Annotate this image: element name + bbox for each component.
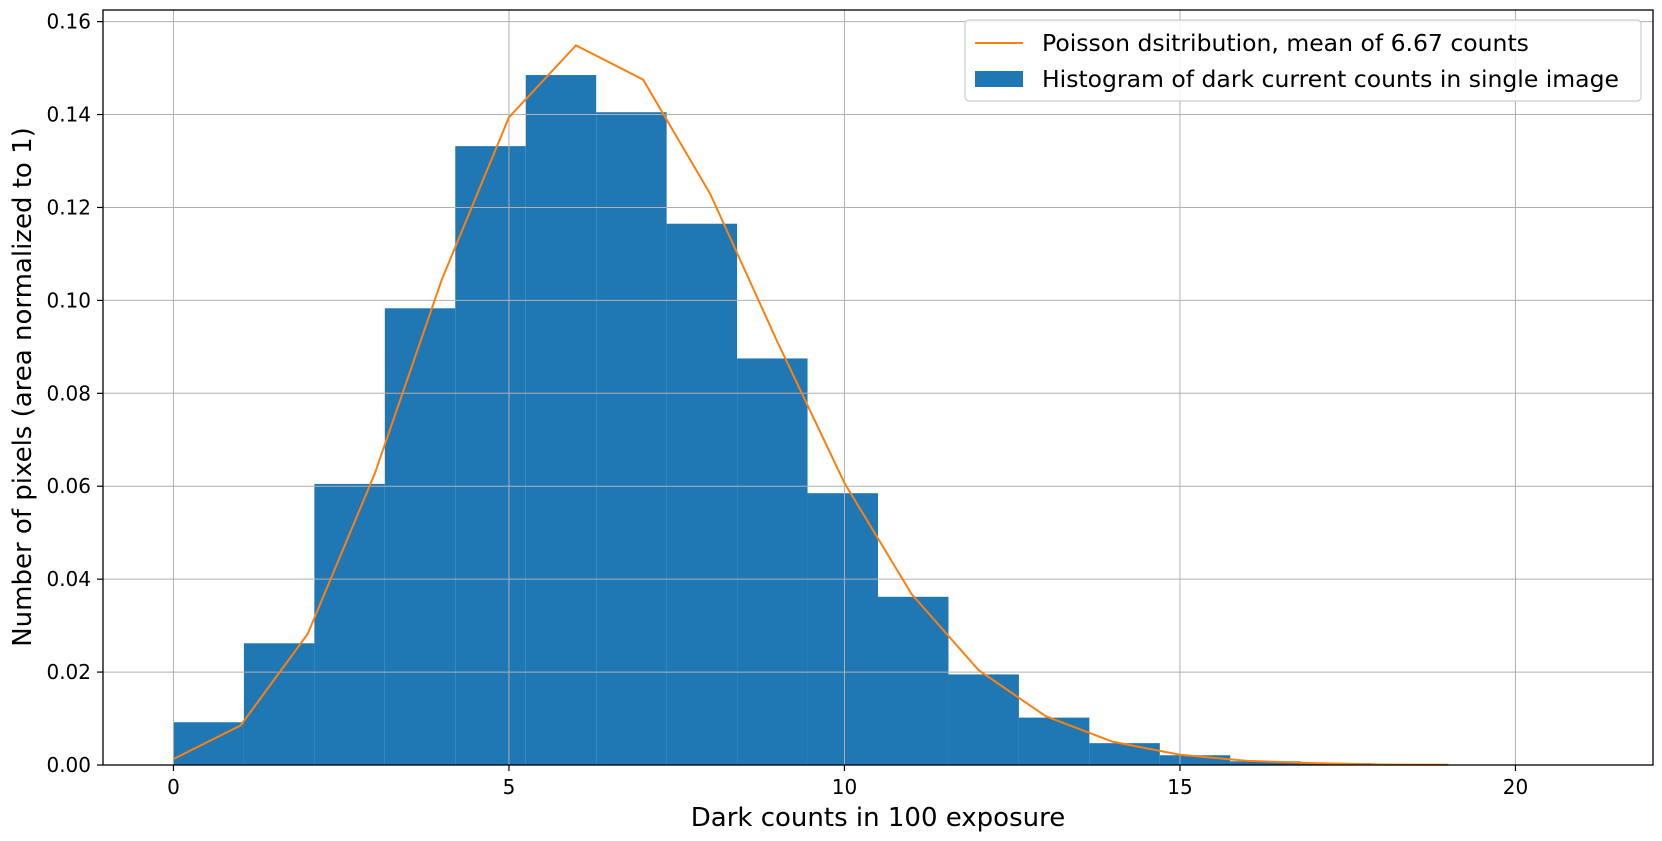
histogram-bar [314, 483, 385, 765]
x-tick-label: 0 [167, 775, 180, 799]
x-tick-label: 10 [832, 775, 857, 799]
y-axis-label: Number of pixels (area normalized to 1) [8, 127, 38, 647]
x-tick-label: 5 [503, 775, 516, 799]
y-tick-label: 0.12 [46, 195, 91, 219]
legend-box [964, 19, 1642, 102]
histogram-bar [878, 596, 949, 765]
poisson-line [173, 44, 1449, 766]
histogram-bar [455, 146, 526, 765]
histogram-bar [1018, 717, 1090, 765]
histogram-bars [173, 75, 1513, 766]
y-tick-label: 0.04 [46, 567, 91, 591]
histogram-bar [596, 112, 667, 765]
x-tick-label: 15 [1167, 775, 1192, 799]
histogram-bar [737, 358, 808, 765]
y-axis-ticks: 0.00 0.02 0.04 0.06 0.08 0.10 0.12 0.14 0.16 [46, 10, 103, 777]
y-tick-label: 0.14 [46, 103, 91, 127]
legend-bar-swatch [975, 71, 1023, 87]
histogram-bar [525, 75, 597, 766]
x-axis-label: Dark counts in 100 exposure [691, 803, 1065, 833]
y-tick-label: 0.02 [46, 660, 91, 684]
y-tick-label: 0.16 [46, 10, 91, 34]
legend-label-histogram: Histogram of dark current counts in sing… [1042, 65, 1619, 93]
histogram-bar [666, 223, 738, 765]
histogram-bar [807, 493, 878, 765]
legend: Poisson dsitribution, mean of 6.67 count… [964, 19, 1642, 102]
x-axis-ticks: 0 5 10 15 20 [167, 765, 1528, 799]
histogram-bar [1089, 743, 1160, 765]
y-tick-label: 0.06 [46, 474, 91, 498]
y-tick-label: 0.08 [46, 381, 91, 405]
plot-frame [102, 9, 1654, 766]
x-tick-label: 20 [1503, 775, 1528, 799]
histogram-bar [948, 674, 1019, 765]
histogram-bar [1159, 755, 1231, 765]
histogram-bar [243, 643, 315, 765]
histogram-bar [1230, 761, 1301, 765]
histogram-bar [384, 308, 456, 765]
y-tick-label: 0.00 [46, 753, 91, 777]
y-tick-label: 0.10 [46, 288, 91, 312]
legend-label-poisson: Poisson dsitribution, mean of 6.67 count… [1042, 29, 1529, 57]
